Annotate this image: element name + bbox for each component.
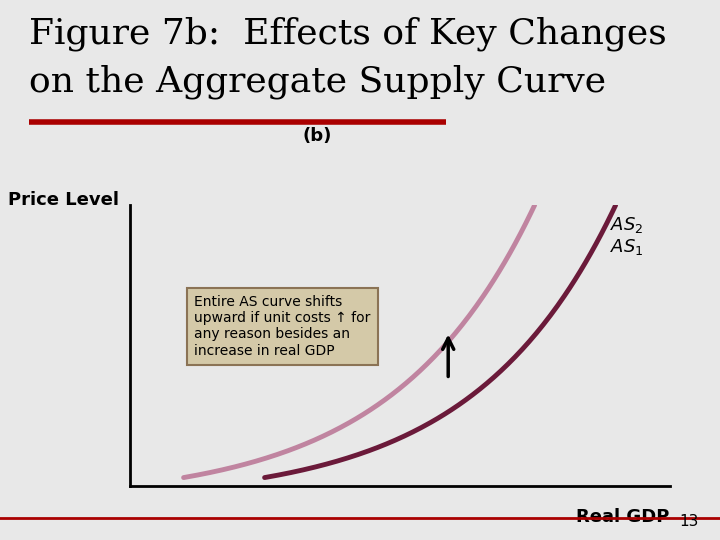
Text: 13: 13 [679, 514, 698, 529]
Text: on the Aggregate Supply Curve: on the Aggregate Supply Curve [29, 65, 606, 99]
Text: $AS_1$: $AS_1$ [610, 237, 644, 258]
Text: Entire AS curve shifts
upward if unit costs ↑ for
any reason besides an
increase: Entire AS curve shifts upward if unit co… [194, 295, 371, 357]
Text: (b): (b) [302, 127, 331, 145]
Text: Figure 7b:  Effects of Key Changes: Figure 7b: Effects of Key Changes [29, 16, 667, 51]
Text: $AS_2$: $AS_2$ [610, 215, 644, 235]
Text: Price Level: Price Level [8, 191, 119, 209]
Text: Real GDP: Real GDP [576, 509, 670, 526]
